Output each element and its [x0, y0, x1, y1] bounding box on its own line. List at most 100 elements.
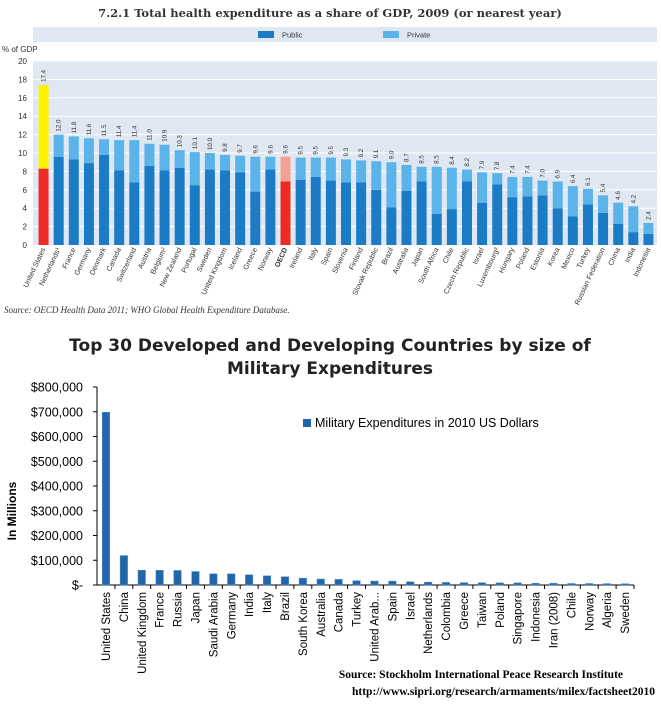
public-bar — [461, 181, 472, 245]
private-bar — [325, 157, 336, 181]
military-category-label: Netherlands — [423, 592, 435, 654]
private-bar — [522, 176, 533, 197]
public-bar — [341, 182, 351, 245]
category-label: Mexico — [559, 246, 577, 270]
total-value-label: 7.8 — [494, 161, 501, 170]
private-bar — [83, 138, 94, 164]
y-tick-label: 2 — [23, 223, 28, 232]
category-label: Israel — [470, 246, 486, 266]
category-label: India — [622, 246, 637, 264]
total-value-label: 4.6 — [615, 191, 622, 200]
military-bar — [227, 573, 236, 586]
total-value-label: 10.1 — [192, 136, 199, 149]
public-bar — [235, 172, 246, 245]
private-bar — [552, 181, 563, 209]
y-axis-label: % of GDP — [2, 45, 38, 54]
category-label: Spain — [319, 246, 335, 266]
y-tick-label: 16 — [18, 94, 27, 103]
y-tick-label: 4 — [23, 204, 28, 213]
public-bar — [628, 232, 639, 245]
private-bar — [492, 173, 503, 185]
military-category-label: Spain — [387, 592, 399, 621]
public-bar — [567, 216, 578, 245]
public-bar — [114, 170, 125, 245]
total-value-label: 9.0 — [388, 150, 395, 159]
military-bar — [513, 582, 522, 586]
total-value-label: 12.0 — [56, 119, 63, 132]
total-value-label: 9.3 — [343, 147, 350, 156]
military-category-label: Norway — [584, 592, 596, 631]
private-bar — [386, 162, 397, 208]
public-bar — [310, 176, 321, 245]
private-bar — [68, 136, 79, 160]
military-category-label: Turkey — [352, 592, 364, 627]
public-bar — [371, 189, 382, 245]
total-value-label: 11.8 — [71, 121, 78, 133]
military-legend-swatch — [303, 419, 311, 427]
private-bar — [401, 164, 412, 191]
total-value-label: 10.3 — [177, 135, 184, 148]
total-value-label: 9.5 — [328, 145, 335, 154]
military-bar — [137, 569, 146, 586]
private-bar — [129, 140, 140, 183]
public-bar — [401, 190, 412, 245]
public-bar — [431, 213, 442, 245]
military-bar — [101, 411, 110, 586]
military-category-label: Israel — [405, 592, 417, 620]
total-value-label: 2.4 — [645, 211, 652, 220]
military-category-label: Colombia — [441, 591, 453, 640]
public-bar — [220, 170, 231, 245]
total-value-label: 7.0 — [540, 168, 547, 177]
military-category-label: Japan — [190, 592, 202, 623]
military-category-label: Taiwan — [477, 592, 489, 628]
total-value-label: 7.9 — [479, 160, 486, 169]
private-bar — [295, 157, 306, 180]
total-value-label: 8.5 — [434, 155, 441, 164]
public-bar — [99, 154, 110, 245]
private-bar — [537, 180, 548, 196]
public-bar — [265, 169, 276, 245]
private-bar — [567, 186, 578, 217]
category-label: Italy — [306, 246, 320, 262]
total-value-label: 7.4 — [509, 165, 516, 174]
military-bar — [567, 583, 576, 586]
private-bar — [250, 156, 261, 192]
military-bar — [191, 571, 200, 586]
military-category-label: United States — [101, 592, 113, 661]
category-label: Russian Federation — [572, 246, 606, 306]
total-value-label: 8.2 — [464, 157, 471, 166]
health-chart-title: 7.2.1 Total health expenditure as a shar… — [98, 6, 562, 20]
military-bar — [334, 579, 343, 586]
y-tick-label: 12 — [18, 131, 27, 140]
total-value-label: 11.6 — [86, 123, 93, 135]
total-value-label: 10.0 — [207, 137, 214, 150]
y-tick-label: 14 — [18, 112, 27, 121]
private-bar — [356, 160, 367, 183]
military-y-tick-label: $- — [72, 579, 83, 593]
public-bar — [295, 179, 306, 245]
public-bar — [537, 195, 548, 245]
total-value-label: 4.2 — [630, 194, 637, 203]
public-bar — [386, 207, 397, 245]
military-category-label: Brazil — [280, 592, 292, 621]
military-bar — [549, 583, 558, 586]
military-bar — [603, 583, 612, 586]
military-chart-title-line2: Military Expenditures — [227, 359, 433, 379]
military-y-tick-label: $200,000 — [31, 529, 83, 543]
military-category-label: China — [119, 591, 131, 622]
military-bar — [245, 574, 254, 586]
military-category-label: United Kingdom — [137, 592, 149, 674]
military-bar — [585, 583, 594, 586]
military-bar — [495, 582, 504, 586]
military-category-label: South Korea — [298, 591, 310, 656]
military-bar — [621, 583, 630, 586]
total-value-label: 5.4 — [600, 183, 607, 192]
public-bar — [83, 163, 94, 245]
private-bar — [280, 156, 291, 182]
military-y-tick-label: $600,000 — [31, 430, 83, 444]
military-y-tick-label: $300,000 — [31, 504, 83, 518]
total-value-label: 9.7 — [237, 144, 244, 153]
category-label: Brazil — [379, 246, 395, 266]
private-bar — [99, 139, 110, 155]
